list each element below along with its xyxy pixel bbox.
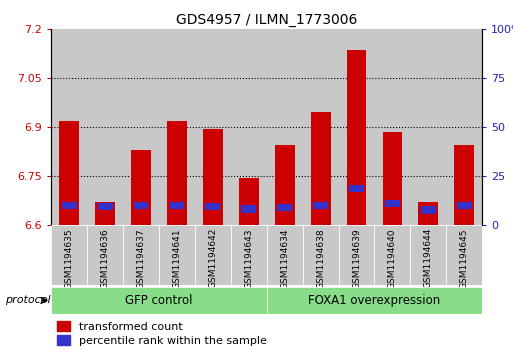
Bar (95, 202, 115, 225)
Bar (159, 225, 195, 285)
Bar (195, 225, 231, 285)
Bar (231, 225, 267, 285)
Bar (374, 29, 410, 225)
Text: GSM1194638: GSM1194638 (316, 228, 325, 289)
Bar (167, 121, 187, 225)
Bar (419, 202, 438, 225)
Bar (339, 29, 374, 225)
Bar (131, 150, 151, 225)
Bar (203, 129, 223, 225)
Text: GSM1194636: GSM1194636 (101, 228, 110, 289)
Bar (313, 202, 328, 209)
Bar (51, 225, 87, 285)
Bar (242, 205, 256, 213)
Bar (134, 202, 148, 209)
Bar (421, 207, 436, 214)
Text: GSM1194645: GSM1194645 (460, 228, 469, 289)
Text: GSM1194639: GSM1194639 (352, 228, 361, 289)
Text: GSM1194644: GSM1194644 (424, 228, 433, 289)
Bar (303, 29, 339, 225)
Bar (123, 225, 159, 285)
Bar (51, 29, 87, 225)
Bar (303, 225, 339, 285)
Bar (170, 202, 184, 209)
Bar (385, 200, 400, 207)
Bar (159, 29, 195, 225)
Bar (267, 29, 303, 225)
Bar (231, 29, 267, 225)
Text: GFP control: GFP control (125, 294, 193, 307)
Text: protocol: protocol (5, 295, 51, 305)
Bar (457, 202, 471, 209)
Bar (239, 178, 259, 225)
Bar (349, 185, 364, 192)
Text: GSM1194637: GSM1194637 (136, 228, 146, 289)
Text: FOXA1 overexpression: FOXA1 overexpression (308, 294, 441, 307)
Bar (275, 145, 294, 225)
Bar (410, 225, 446, 285)
Bar (446, 29, 482, 225)
Bar (267, 287, 482, 314)
Bar (51, 287, 267, 314)
Bar (446, 225, 482, 285)
Bar (267, 225, 303, 285)
Bar (455, 145, 474, 225)
Bar (195, 29, 231, 225)
Bar (278, 204, 292, 211)
Bar (374, 225, 410, 285)
Bar (206, 203, 220, 211)
Text: GSM1194634: GSM1194634 (280, 228, 289, 289)
Bar (62, 202, 76, 209)
Bar (311, 112, 330, 225)
Title: GDS4957 / ILMN_1773006: GDS4957 / ILMN_1773006 (176, 13, 358, 26)
Bar (87, 29, 123, 225)
Text: GSM1194643: GSM1194643 (244, 228, 253, 289)
Bar (123, 29, 159, 225)
Bar (87, 225, 123, 285)
Text: GSM1194640: GSM1194640 (388, 228, 397, 289)
Text: GSM1194641: GSM1194641 (172, 228, 182, 289)
Bar (410, 29, 446, 225)
Bar (347, 50, 366, 225)
Bar (339, 225, 374, 285)
Bar (383, 132, 402, 225)
Text: GSM1194642: GSM1194642 (208, 228, 218, 289)
Bar (60, 121, 79, 225)
Legend: transformed count, percentile rank within the sample: transformed count, percentile rank withi… (57, 321, 267, 346)
Text: GSM1194635: GSM1194635 (65, 228, 74, 289)
Bar (98, 203, 112, 211)
